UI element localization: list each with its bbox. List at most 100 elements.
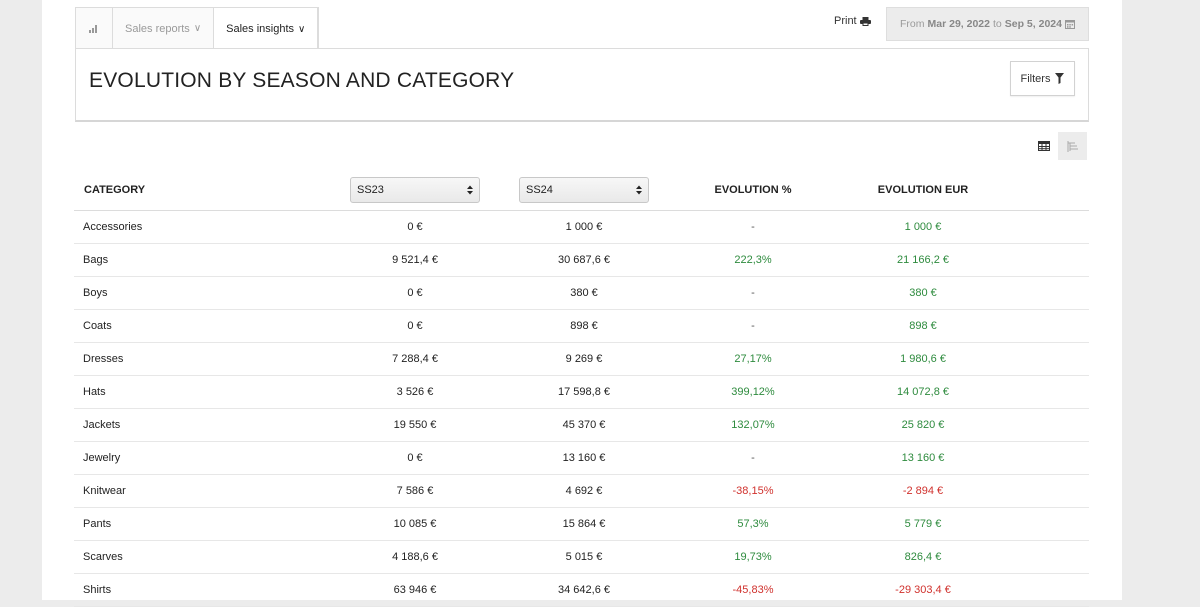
cell-season-b: 5 015 € xyxy=(565,551,603,563)
table-body: Accessories 0 € 1 000 € - 1 000 € Bags 9 521,… xyxy=(74,211,1089,607)
chevron-down-icon: ∨ xyxy=(193,23,202,34)
select-arrows-icon xyxy=(467,185,473,195)
cell-season-a: 63 946 € xyxy=(393,584,437,596)
cell-evolution-pct: 399,12% xyxy=(731,386,775,398)
cell-evolution-pct: 27,17% xyxy=(734,353,772,365)
cell-category: Dresses xyxy=(83,353,124,365)
table-row: Jackets 19 550 € 45 370 € 132,07% 25 820 € xyxy=(74,409,1089,442)
table-row: Boys 0 € 380 € - 380 € xyxy=(74,277,1089,310)
page-title: EVOLUTION BY SEASON AND CATEGORY xyxy=(89,69,515,92)
cell-season-b: 4 692 € xyxy=(565,485,603,497)
cell-category: Pants xyxy=(83,518,112,530)
cell-evolution-pct: 57,3% xyxy=(737,518,769,530)
header-season-a: SS23 xyxy=(330,177,500,203)
cell-category: Bags xyxy=(83,254,109,266)
cell-evolution-eur: 25 820 € xyxy=(901,419,945,431)
season-a-select[interactable]: SS23 xyxy=(350,177,480,203)
cell-season-b: 17 598,8 € xyxy=(558,386,610,398)
cell-evolution-eur: -2 894 € xyxy=(902,485,944,497)
cell-evolution-pct: -45,83% xyxy=(732,584,774,596)
cell-evolution-eur: 21 166,2 € xyxy=(897,254,949,266)
date-to-label: to xyxy=(992,18,1002,30)
cell-season-a: 4 188,6 € xyxy=(392,551,438,563)
report-tabs: Sales reports ∨ Sales insights ∨ xyxy=(75,7,320,50)
cell-season-a: 10 085 € xyxy=(393,518,437,530)
cell-category: Boys xyxy=(83,287,108,299)
date-from: Mar 29, 2022 xyxy=(927,18,990,30)
print-label: Print xyxy=(834,15,857,27)
cell-category: Knitwear xyxy=(83,485,126,497)
header-evolution-eur: EVOLUTION EUR xyxy=(877,184,969,196)
table-view-icon xyxy=(1037,141,1050,151)
cell-season-b: 9 269 € xyxy=(565,353,603,365)
tab-chart[interactable] xyxy=(76,8,113,49)
table-row: Knitwear 7 586 € 4 692 € -38,15% -2 894 € xyxy=(74,475,1089,508)
filters-button[interactable]: Filters xyxy=(1010,61,1075,96)
tab-sales-insights[interactable]: Sales insights ∨ xyxy=(214,8,319,50)
evolution-table: CATEGORY SS23 SS24 EVOLUTION % EVO xyxy=(74,170,1089,607)
cell-evolution-pct: 132,07% xyxy=(731,419,775,431)
table-row: Shirts 63 946 € 34 642,6 € -45,83% -29 303,4… xyxy=(74,574,1089,607)
header-category: CATEGORY xyxy=(84,184,146,196)
table-row: Hats 3 526 € 17 598,8 € 399,12% 14 072,8 € xyxy=(74,376,1089,409)
tree-view-button[interactable] xyxy=(1058,132,1087,160)
cell-evolution-pct: 222,3% xyxy=(734,254,772,266)
date-range-picker[interactable]: From Mar 29, 2022 to Sep 5, 2024 xyxy=(886,7,1089,41)
cell-evolution-eur: 13 160 € xyxy=(901,452,945,464)
tab-sales-insights-label: Sales insights xyxy=(226,23,295,35)
table-row: Pants 10 085 € 15 864 € 57,3% 5 779 € xyxy=(74,508,1089,541)
cell-season-b: 13 160 € xyxy=(562,452,606,464)
table-row: Jewelry 0 € 13 160 € - 13 160 € xyxy=(74,442,1089,475)
header-evolution-pct: EVOLUTION % xyxy=(714,184,792,196)
cell-season-b: 15 864 € xyxy=(562,518,606,530)
print-button[interactable]: Print xyxy=(834,15,871,27)
table-row: Dresses 7 288,4 € 9 269 € 27,17% 1 980,6 € xyxy=(74,343,1089,376)
cell-category: Jackets xyxy=(83,419,121,431)
cell-season-b: 380 € xyxy=(570,287,598,299)
chevron-down-icon: ∨ xyxy=(298,23,306,35)
cell-evolution-eur: 380 € xyxy=(909,287,937,299)
table-view-button[interactable] xyxy=(1029,132,1058,160)
cell-category: Scarves xyxy=(83,551,123,563)
cell-evolution-eur: 826,4 € xyxy=(904,551,942,563)
cell-evolution-eur: 898 € xyxy=(909,320,937,332)
cell-season-a: 0 € xyxy=(407,287,423,299)
cell-season-b: 30 687,6 € xyxy=(558,254,610,266)
season-b-select[interactable]: SS24 xyxy=(519,177,649,203)
report-page: Sales reports ∨ Sales insights ∨ Print F… xyxy=(42,0,1122,607)
cell-evolution-pct: - xyxy=(751,221,755,233)
cell-season-a: 0 € xyxy=(407,320,423,332)
cell-season-a: 0 € xyxy=(407,221,423,233)
cell-evolution-pct: -38,15% xyxy=(732,485,774,497)
cell-category: Jewelry xyxy=(83,452,121,464)
date-from-label: From xyxy=(900,18,925,30)
header-season-b: SS24 xyxy=(500,177,668,203)
cell-evolution-eur: 1 980,6 € xyxy=(900,353,946,365)
table-row: Bags 9 521,4 € 30 687,6 € 222,3% 21 166,2 € xyxy=(74,244,1089,277)
printer-icon xyxy=(859,16,871,26)
cell-category: Coats xyxy=(83,320,112,332)
title-panel: EVOLUTION BY SEASON AND CATEGORY Filters xyxy=(75,48,1089,122)
cell-season-a: 9 521,4 € xyxy=(392,254,438,266)
cell-season-a: 7 288,4 € xyxy=(392,353,438,365)
season-b-value: SS24 xyxy=(526,184,553,196)
cell-evolution-pct: - xyxy=(751,320,755,332)
table-row: Coats 0 € 898 € - 898 € xyxy=(74,310,1089,343)
cell-evolution-pct: - xyxy=(751,287,755,299)
view-toggles xyxy=(1029,132,1087,160)
calendar-icon xyxy=(1064,20,1075,29)
table-row: Scarves 4 188,6 € 5 015 € 19,73% 826,4 € xyxy=(74,541,1089,574)
cell-category: Shirts xyxy=(83,584,112,596)
cell-category: Hats xyxy=(83,386,106,398)
bar-chart-icon xyxy=(89,25,97,33)
cell-season-a: 0 € xyxy=(407,452,423,464)
season-a-value: SS23 xyxy=(357,184,384,196)
cell-season-a: 19 550 € xyxy=(393,419,437,431)
cell-evolution-eur: 14 072,8 € xyxy=(897,386,949,398)
cell-evolution-eur: 5 779 € xyxy=(904,518,942,530)
cell-evolution-eur: -29 303,4 € xyxy=(895,584,951,596)
tab-sales-reports-label: Sales reports xyxy=(125,22,190,35)
tab-sales-reports[interactable]: Sales reports ∨ xyxy=(113,8,215,49)
cell-season-b: 1 000 € xyxy=(565,221,603,233)
table-row: Accessories 0 € 1 000 € - 1 000 € xyxy=(74,211,1089,244)
